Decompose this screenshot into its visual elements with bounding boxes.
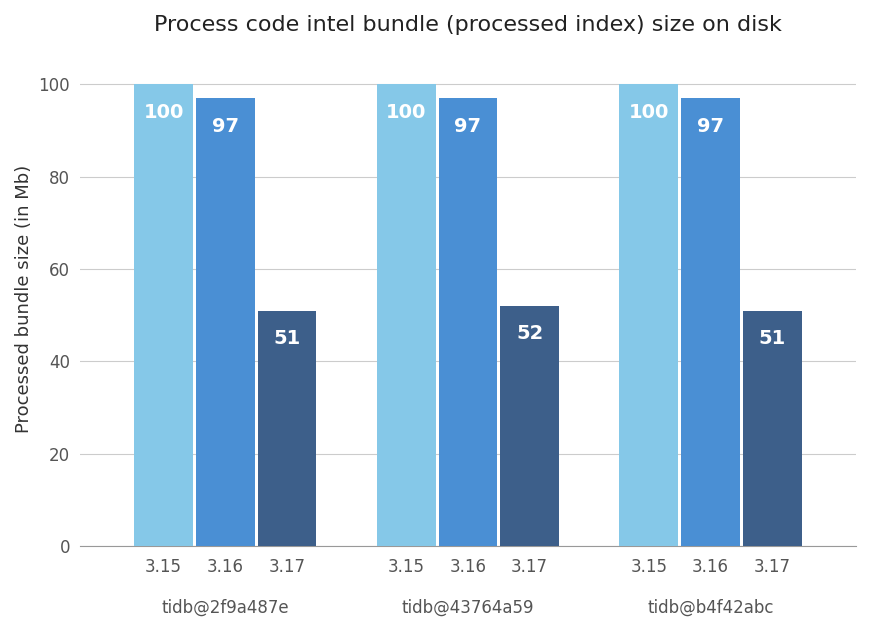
Text: 51: 51 [273,329,300,348]
Bar [439,98,497,546]
Bar [196,98,254,546]
Y-axis label: Processed bundle size (in Mb): Processed bundle size (in Mb) [15,165,33,433]
Text: tidb@2f9a487e: tidb@2f9a487e [162,599,289,617]
Text: 52: 52 [516,324,544,344]
Text: 97: 97 [455,116,482,135]
Bar [743,311,801,546]
Bar [500,306,559,546]
Text: 97: 97 [697,116,724,135]
Bar [258,311,316,546]
Text: 100: 100 [629,103,669,122]
Text: 100: 100 [144,103,184,122]
Text: 100: 100 [386,103,427,122]
Bar [377,84,436,546]
Bar [681,98,739,546]
Text: 97: 97 [212,116,239,135]
Title: Process code intel bundle (processed index) size on disk: Process code intel bundle (processed ind… [154,15,782,35]
Text: tidb@43764a59: tidb@43764a59 [402,599,534,617]
Text: 51: 51 [759,329,786,348]
Text: tidb@b4f42abc: tidb@b4f42abc [647,599,773,617]
Bar [134,84,193,546]
Bar [619,84,678,546]
